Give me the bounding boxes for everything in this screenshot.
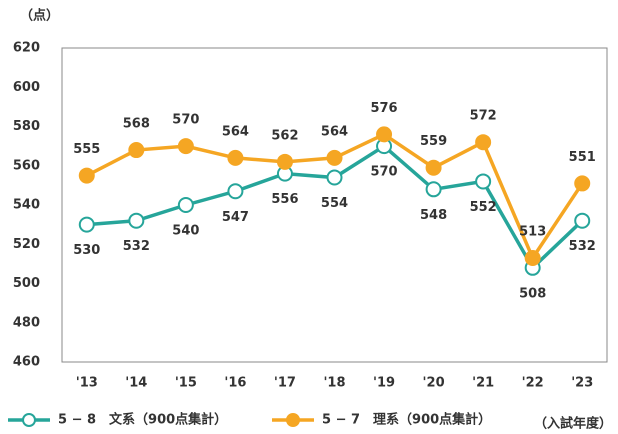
x-tick-label: '14: [125, 376, 147, 391]
y-tick-label: 560: [13, 158, 40, 173]
data-label: 559: [420, 134, 447, 149]
data-label: 552: [470, 200, 497, 215]
x-tick-label: '22: [522, 376, 544, 391]
y-tick-label: 600: [13, 80, 40, 95]
plot-frame: [61, 47, 608, 363]
data-label: 547: [222, 210, 249, 225]
data-label: 532: [569, 239, 596, 254]
y-tick-label: 480: [13, 315, 40, 330]
data-label: 568: [123, 117, 150, 132]
point: [376, 126, 393, 143]
data-label: 508: [519, 286, 546, 301]
point: [475, 173, 492, 190]
data-label: 540: [172, 224, 199, 239]
x-tick-label: '17: [274, 376, 296, 391]
data-label: 570: [172, 113, 199, 128]
point: [128, 212, 145, 229]
legend-marker: [286, 413, 300, 427]
y-tick-label: 460: [13, 355, 40, 370]
point: [227, 183, 244, 200]
point: [574, 175, 591, 192]
y-tick-label: 620: [13, 41, 40, 56]
point: [425, 159, 442, 176]
point: [128, 142, 145, 159]
point: [177, 138, 194, 155]
x-tick-label: '15: [175, 376, 197, 391]
data-label: 572: [470, 109, 497, 124]
data-label: 554: [321, 196, 348, 211]
point: [475, 134, 492, 151]
y-tick-label: 580: [13, 119, 40, 134]
point: [574, 212, 591, 229]
data-label: 576: [370, 101, 397, 116]
data-label: 548: [420, 208, 447, 223]
x-tick-label: '21: [472, 376, 494, 391]
data-label: 564: [222, 124, 249, 139]
y-axis-label: （点）: [20, 8, 59, 24]
point: [78, 216, 95, 233]
x-tick-label: '19: [373, 376, 395, 391]
legend-label: 5 − 8 文系（900点集計）: [58, 412, 227, 428]
x-tick-label: '18: [323, 376, 345, 391]
data-label: 570: [370, 165, 397, 180]
point: [227, 149, 244, 166]
x-axis-label: （入試年度）: [534, 416, 612, 432]
data-label: 551: [569, 150, 596, 165]
point: [425, 181, 442, 198]
point: [326, 149, 343, 166]
y-tick-label: 520: [13, 237, 40, 252]
point: [524, 249, 541, 266]
x-tick-label: '23: [571, 376, 593, 391]
point: [326, 169, 343, 186]
legend-marker: [22, 413, 36, 427]
data-label: 555: [73, 142, 100, 157]
data-label: 556: [271, 192, 298, 207]
x-tick-label: '13: [76, 376, 98, 391]
x-tick-label: '20: [423, 376, 445, 391]
data-label: 532: [123, 239, 150, 254]
x-tick-label: '16: [224, 376, 246, 391]
data-label: 564: [321, 124, 348, 139]
y-tick-label: 500: [13, 276, 40, 291]
point: [177, 197, 194, 213]
point: [78, 167, 95, 184]
data-label: 562: [271, 128, 298, 143]
data-label: 530: [73, 243, 100, 258]
legend-label: 5 − 7 理系（900点集計）: [322, 412, 491, 428]
point: [276, 153, 293, 170]
y-tick-label: 540: [13, 198, 40, 213]
data-label: 513: [519, 224, 546, 239]
